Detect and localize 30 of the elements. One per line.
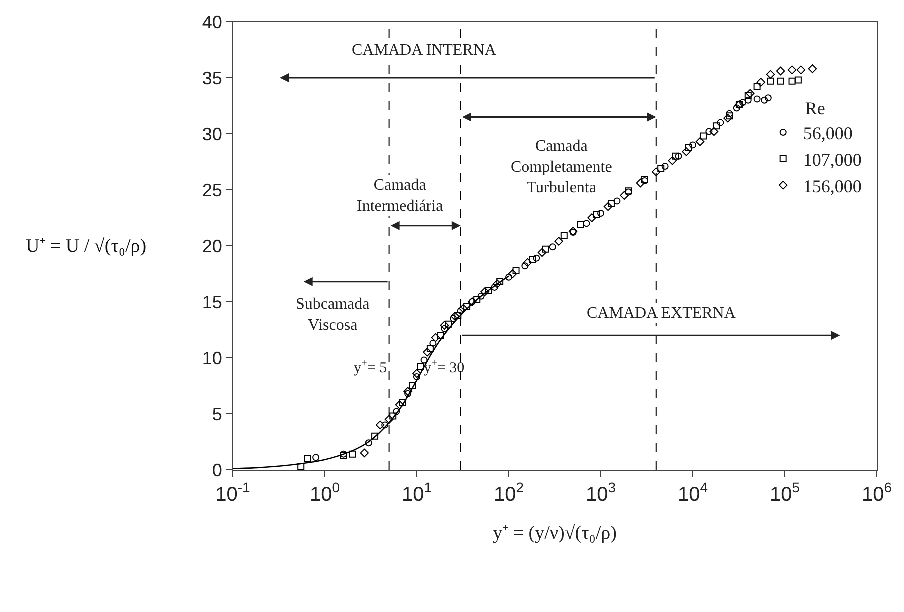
legend-title: Re [805,98,826,118]
x-axis-title: y⁺ = (y/ν)√(τ₀/ρ) [493,522,617,544]
ref-line-label: y$^{+}$= 5 [354,358,388,376]
x-tick-label: 10$^{4}$ [678,480,708,506]
y-axis-title: U⁺ = U / √(τ₀/ρ) [26,236,147,257]
legend-label: 107,000 [803,150,862,170]
y-tick-label: 5 [212,404,222,424]
annotation: Camada Intermediária [357,177,444,215]
y-tick-label: 0 [212,460,222,480]
y-tick-label: 10 [202,348,222,368]
x-tick-label: 10$^{2}$ [494,480,524,506]
x-tick-label: 10$^{3}$ [586,480,616,506]
y-tick-label: 25 [202,180,222,200]
y-tick-label: 20 [202,236,222,256]
annotation: CAMADA INTERNA [352,42,497,59]
y-tick-label: 30 [202,124,222,144]
x-tick-label: 10$^{6}$ [862,480,892,506]
annotation: Subcamada Viscosa [296,296,370,334]
x-tick-label: 10$^{1}$ [402,480,432,506]
x-tick-label: 10$^{0}$ [310,480,340,506]
y-tick-label: 35 [202,68,222,88]
x-tick-label: 10$^{5}$ [770,480,800,506]
legend-label: 56,000 [803,124,853,144]
y-tick-label: 40 [202,12,222,32]
x-tick-label: 10$^{-1}$ [216,480,251,506]
ref-line-label: y$^{+}$= 30 [424,358,465,376]
legend-label: 156,000 [803,176,862,196]
y-tick-label: 15 [202,292,222,312]
annotation: Camada Completamente Turbulenta [511,138,612,197]
annotation: CAMADA EXTERNA [587,305,736,322]
